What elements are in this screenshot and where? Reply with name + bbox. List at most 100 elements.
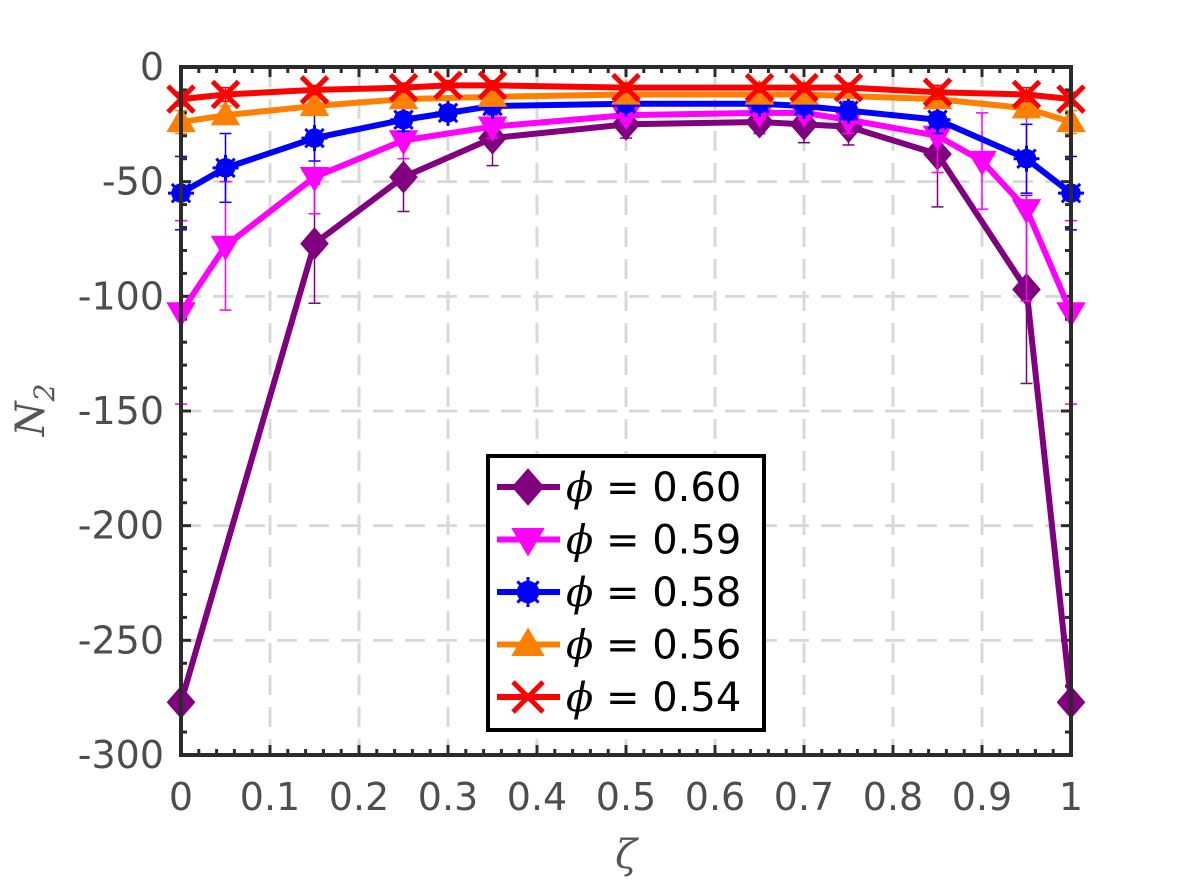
legend-symbol: ϕ: [566, 570, 593, 616]
data-point-ray: [1016, 157, 1028, 169]
x-tick-label: 1: [1059, 775, 1083, 819]
svg-text:N2: N2: [8, 384, 61, 438]
data-point-ray: [446, 102, 459, 114]
data-point: [300, 227, 329, 261]
data-point-ray: [393, 109, 405, 121]
data-point: [1013, 145, 1040, 172]
plot-frame: [179, 65, 1073, 757]
data-point: [1011, 79, 1042, 110]
data-point: [744, 72, 775, 103]
data-point-ray: [516, 580, 530, 594]
data-point: [299, 166, 330, 193]
data-point: [511, 528, 545, 557]
x-tick-label: 0.6: [685, 775, 745, 819]
data-point-ray: [313, 137, 325, 149]
data-point: [210, 235, 241, 261]
legend-label: ϕ = 0.59: [566, 518, 741, 564]
legend-entry-0.60: ϕ = 0.60: [497, 465, 741, 511]
data-point-ray: [838, 100, 850, 112]
data-point-ray: [847, 109, 859, 121]
legend-entry-0.58: ϕ = 0.58: [497, 570, 741, 616]
y-axis-label: N2: [8, 384, 61, 438]
y-axis-label-subscript: 2: [28, 384, 61, 403]
data-point: [299, 91, 330, 117]
series-0.54: [166, 70, 1086, 114]
legend-value: = 0.60: [593, 465, 741, 511]
data-point: [511, 468, 545, 506]
legend-symbol: ϕ: [566, 623, 593, 669]
data-point-stroke: [744, 72, 775, 103]
legend-label: ϕ = 0.60: [566, 465, 741, 511]
legend-symbol: ϕ: [566, 675, 593, 721]
legend-label: ϕ = 0.54: [566, 675, 741, 721]
data-point-ray: [224, 166, 236, 179]
data-point-ray: [402, 118, 414, 130]
data-point: [388, 72, 419, 103]
data-point-ray: [927, 118, 939, 130]
data-point-ray: [482, 104, 494, 117]
data-point-ray: [446, 111, 459, 124]
data-point: [833, 72, 864, 103]
data-point-ray: [624, 102, 637, 114]
data-point-ray: [393, 118, 405, 130]
data-point-ray: [1025, 148, 1037, 160]
legend-symbol: ϕ: [566, 465, 593, 511]
data-point: [967, 150, 997, 176]
series-layer: [166, 70, 1086, 719]
legend-label: ϕ = 0.56: [566, 623, 741, 669]
x-tick-label: 0.4: [507, 775, 567, 819]
data-point-stroke: [611, 72, 641, 103]
data-point-ray: [793, 104, 806, 117]
data-point: [477, 70, 508, 101]
x-tick-label: 0.3: [418, 775, 478, 819]
data-point-ray: [758, 102, 770, 114]
data-point-ray: [313, 127, 325, 140]
data-point-stroke: [789, 72, 819, 103]
data-point-ray: [847, 100, 859, 112]
data-point-ray: [936, 118, 948, 130]
legend-value: = 0.56: [593, 623, 741, 669]
data-point-ray: [304, 127, 316, 140]
data-point-ray: [927, 109, 939, 121]
data-point-stroke: [1011, 79, 1042, 110]
data-point-ray: [802, 104, 815, 117]
legend-entry-0.56: ϕ = 0.56: [497, 623, 741, 669]
x-tick-label: 0.9: [952, 775, 1012, 819]
data-point-ray: [749, 102, 761, 114]
data-point-ray: [437, 111, 450, 124]
data-point-ray: [526, 590, 540, 604]
data-point: [210, 79, 241, 110]
data-point-stroke: [210, 79, 241, 110]
data-point-ray: [402, 109, 414, 121]
data-point: [435, 99, 461, 126]
data-point-ray: [1016, 148, 1028, 160]
x-tick-label: 0.7: [774, 775, 834, 819]
y-tick-label: -150: [78, 389, 164, 433]
x-tick-label: 0.8: [863, 775, 923, 819]
y-tick-label: -250: [78, 618, 164, 662]
data-point-ray: [516, 590, 530, 604]
data-point-stroke: [477, 70, 508, 101]
data-point: [835, 97, 862, 124]
data-point-ray: [304, 137, 316, 149]
data-point: [924, 106, 951, 133]
x-tick-label: 0: [169, 775, 193, 819]
data-point: [1011, 199, 1042, 225]
legend: ϕ = 0.60ϕ = 0.59ϕ = 0.58ϕ = 0.56ϕ = 0.54: [486, 454, 766, 732]
data-point: [511, 680, 545, 714]
data-point-ray: [224, 157, 236, 169]
x-axis-label: ζ: [615, 832, 639, 878]
tick-labels: 0 0.1 0.2 0.3 0.4 0.5 0.6 0.7 0.8 0.9 1 0 -50 -100 -15…: [78, 45, 1083, 819]
data-point-stroke: [922, 77, 953, 107]
y-tick-label: -100: [78, 274, 164, 318]
legend-symbol: ϕ: [566, 518, 593, 564]
data-point-ray: [437, 102, 450, 114]
data-point-ray: [615, 102, 628, 114]
data-point: [513, 577, 543, 607]
data-point: [433, 70, 463, 101]
x-tick-label: 0.1: [240, 775, 300, 819]
data-point-stroke: [433, 70, 463, 101]
data-point-ray: [838, 109, 850, 121]
